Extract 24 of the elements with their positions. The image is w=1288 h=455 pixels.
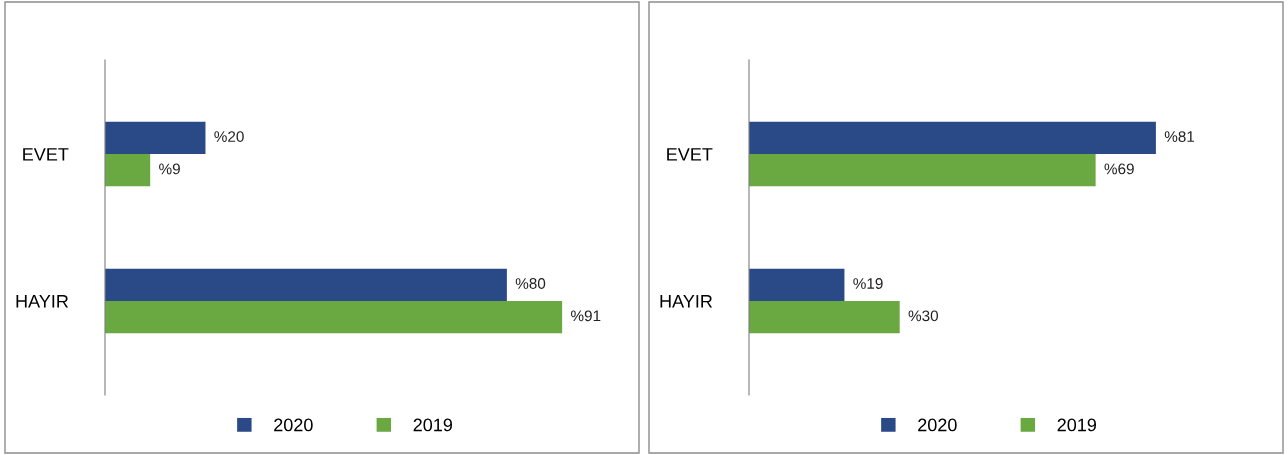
- bar: [105, 121, 206, 155]
- bar: [105, 268, 507, 301]
- legend-label: 2020: [918, 418, 957, 432]
- bar: [749, 121, 1156, 155]
- bar: [105, 154, 151, 187]
- data-label: %19: [853, 278, 883, 289]
- bar: [749, 268, 845, 301]
- data-label: %69: [1104, 163, 1134, 175]
- legend-label: 2019: [1057, 418, 1097, 432]
- y-tick-label: EVET: [667, 148, 713, 161]
- data-label: %81: [1164, 131, 1195, 142]
- data-label: %80: [515, 278, 546, 289]
- bar: [749, 154, 1096, 187]
- bar: [105, 300, 563, 334]
- y-tick-label: EVET: [23, 148, 69, 161]
- data-label: %20: [214, 131, 244, 142]
- data-label: %9: [159, 163, 180, 175]
- data-label: %30: [908, 310, 939, 322]
- bar: [749, 300, 900, 334]
- y-tick-label: HAYIR: [16, 295, 69, 308]
- y-tick-label: HAYIR: [660, 295, 713, 308]
- legend-label: 2020: [274, 418, 313, 432]
- data-label: %91: [571, 310, 601, 322]
- legend-label: 2019: [413, 418, 453, 432]
